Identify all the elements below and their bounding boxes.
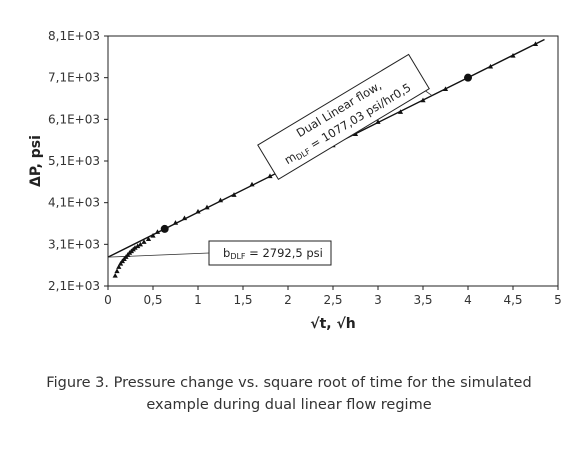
flow-annotation: Dual Linear flow, mDLF = 1077,03 psi/hr0… (257, 53, 430, 181)
intercept-leader-line (107, 252, 210, 258)
highlighted-point (464, 73, 472, 82)
data-point (195, 208, 201, 214)
data-point (442, 86, 449, 91)
intercept-annotation-box (208, 240, 332, 266)
y-tick-label: 7,1E+03 (48, 71, 100, 85)
plot-area (107, 35, 559, 287)
x-tick-label: 2,5 (323, 293, 342, 307)
data-point (181, 215, 188, 221)
intercept-annotation-text: bDLF = 2792,5 psi (223, 246, 323, 261)
x-tick-label: 4 (464, 293, 472, 307)
x-tick-label: 3,5 (413, 293, 432, 307)
x-tick-label: 0,5 (143, 293, 162, 307)
y-tick-label: 8,1E+03 (48, 29, 100, 43)
x-tick-label: 1,5 (233, 293, 252, 307)
y-axis-title-text: ΔP, psi (28, 135, 44, 187)
data-point (249, 181, 255, 187)
y-axis-title: ΔP, psi (28, 135, 44, 187)
data-point (135, 243, 141, 249)
data-point (132, 245, 138, 250)
x-axis-title: √t, √h (310, 316, 356, 332)
data-point (375, 119, 381, 124)
data-point (352, 131, 359, 136)
y-tick-label: 4,1E+03 (48, 196, 100, 210)
data-point (137, 241, 143, 247)
data-point (267, 173, 273, 179)
data-point (510, 52, 516, 58)
caption-line-2: example during dual linear flow regime (146, 397, 432, 413)
data-point (114, 268, 120, 274)
data-point (420, 97, 426, 103)
x-tick-label: 5 (554, 293, 562, 307)
data-point (145, 236, 152, 241)
y-tick-label: 6,1E+03 (48, 112, 100, 126)
data-point (172, 220, 179, 225)
data-point (397, 109, 404, 114)
y-tick-label: 3,1E+03 (48, 237, 100, 251)
highlighted-points (160, 73, 472, 233)
y-axis: 2,1E+03 3,1E+03 4,1E+03 5,1E+03 6,1E+03 7,1E+… (48, 29, 108, 293)
data-point (217, 197, 224, 203)
x-tick-label: 2 (284, 293, 292, 307)
data-point (112, 272, 118, 278)
intercept-annotation: bDLF = 2792,5 psi (208, 240, 332, 266)
highlighted-point (160, 224, 169, 233)
caption-line-1: Figure 3. Pressure change vs. square roo… (46, 375, 532, 391)
y-tick-label: 5,1E+03 (48, 154, 100, 168)
data-point (231, 192, 237, 197)
data-point (487, 63, 494, 69)
y-tick-label: 2,1E+03 (48, 279, 100, 293)
figure-caption: Figure 3. Pressure change vs. square roo… (20, 372, 558, 416)
data-point (116, 264, 122, 269)
data-point (532, 41, 539, 46)
x-tick-label: 0 (104, 293, 112, 307)
x-tick-label: 4,5 (503, 293, 522, 307)
data-point (154, 229, 161, 234)
x-tick-label: 3 (374, 293, 382, 307)
x-axis: 0 0,5 1 1,5 2 2,5 3 3,5 4 4,5 5 (104, 286, 562, 307)
data-point (150, 232, 156, 238)
data-point (204, 204, 210, 210)
x-tick-label: 1 (194, 293, 202, 307)
flow-annotation-box (257, 53, 430, 181)
data-point (141, 239, 147, 244)
data-point (118, 260, 124, 266)
